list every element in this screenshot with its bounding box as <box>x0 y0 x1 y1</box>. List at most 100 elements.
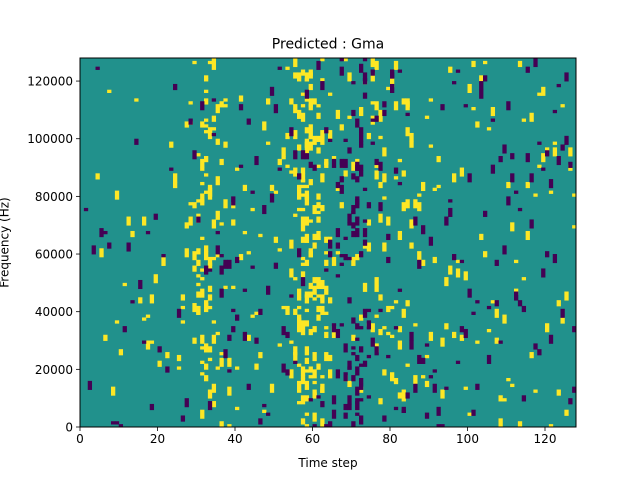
heatmap-cell-high <box>107 89 112 93</box>
heatmap-cell-high <box>297 78 302 82</box>
heatmap-cell-low <box>359 63 364 73</box>
heatmap-cell-low <box>351 222 356 229</box>
heatmap-cell-high <box>300 112 306 122</box>
heatmap-cell-low <box>452 81 457 85</box>
heatmap-cell-high <box>149 340 155 344</box>
heatmap-cell-high <box>215 210 220 220</box>
heatmap-cell-low <box>223 259 228 266</box>
heatmap-cell-high <box>300 216 306 226</box>
heatmap-cell-low <box>393 167 399 174</box>
heatmap-cell-high <box>405 199 410 209</box>
heatmap-cell-high <box>525 230 530 241</box>
heatmap-cell-low <box>548 334 554 344</box>
heatmap-cell-low <box>211 132 217 137</box>
x-tick-label: 0 <box>76 432 84 446</box>
heatmap-cell-high <box>455 268 461 278</box>
heatmap-cell-low <box>564 72 569 82</box>
heatmap-cell-high <box>293 130 298 140</box>
heatmap-cell-high <box>316 314 321 318</box>
heatmap-cell-low <box>277 66 282 70</box>
heatmap-cell-high <box>289 268 294 278</box>
heatmap-cell-high <box>514 259 519 264</box>
heatmap-cell-low <box>510 173 515 183</box>
heatmap-cell-high <box>498 418 503 427</box>
heatmap-cell-high <box>304 138 310 148</box>
heatmap-cell-high <box>293 346 298 356</box>
heatmap-cell-low <box>142 340 147 344</box>
heatmap-cell-low <box>545 150 550 157</box>
heatmap-cell-high <box>320 78 325 82</box>
heatmap-cell-high <box>207 60 213 65</box>
heatmap-cell-high <box>304 308 310 313</box>
heatmap-cell-high <box>300 326 306 336</box>
heatmap-cell-high <box>297 297 302 301</box>
heatmap-cell-low <box>533 58 538 68</box>
heatmap-cell-low <box>448 199 453 203</box>
heatmap-cell-low <box>242 331 248 341</box>
heatmap-cell-high <box>192 202 197 209</box>
heatmap-cell-low <box>235 256 240 264</box>
heatmap-cell-high <box>219 158 224 166</box>
heatmap-cell-low <box>196 216 201 223</box>
heatmap-cell-high <box>297 380 302 390</box>
heatmap-cell-low <box>455 360 461 364</box>
heatmap-cell-high <box>401 308 406 318</box>
heatmap-cell-high <box>529 352 534 359</box>
heatmap-cell-high <box>204 89 209 93</box>
heatmap-cell-low <box>281 363 286 373</box>
heatmap-cell-high <box>145 340 151 350</box>
heatmap-cell-high <box>401 202 406 212</box>
heatmap-cell-high <box>266 141 271 145</box>
heatmap-cell-low <box>227 369 232 373</box>
heatmap-cell-low <box>521 395 527 402</box>
heatmap-cell-low <box>114 421 120 425</box>
heatmap-cell-low <box>382 109 387 117</box>
heatmap-cell-high <box>200 236 205 241</box>
heatmap-cell-high <box>517 421 523 427</box>
heatmap-cell-high <box>219 421 224 427</box>
heatmap-cell-low <box>510 153 515 160</box>
heatmap-cell-low <box>405 392 410 399</box>
heatmap-cell-low <box>293 150 298 160</box>
heatmap-cell-low <box>386 256 391 264</box>
heatmap-cell-high <box>300 236 306 243</box>
heatmap-cell-high <box>475 121 480 128</box>
heatmap-cell-high <box>413 323 418 327</box>
heatmap-cell-high <box>223 285 228 290</box>
heatmap-cell-high <box>246 334 251 341</box>
heatmap-cell-high <box>200 181 205 186</box>
heatmap-cell-high <box>397 326 403 333</box>
heatmap-cell-high <box>188 101 193 105</box>
heatmap-cell-high <box>471 60 476 68</box>
heatmap-cell-low <box>130 300 135 304</box>
heatmap-cell-low <box>207 268 213 272</box>
heatmap-cell-low <box>413 383 418 393</box>
heatmap-cell-high <box>483 251 488 258</box>
heatmap-cell-low <box>521 305 527 313</box>
heatmap-cell-low <box>153 213 158 220</box>
heatmap-cell-low <box>564 135 569 145</box>
heatmap-cell-low <box>374 346 379 356</box>
heatmap-cell-high <box>285 66 290 70</box>
heatmap-cell-high <box>320 418 325 427</box>
heatmap-cell-high <box>204 156 209 163</box>
heatmap-cell-high <box>312 233 317 238</box>
heatmap-cell-high <box>250 207 255 212</box>
heatmap-cell-high <box>568 147 573 157</box>
heatmap-cell-high <box>382 326 387 330</box>
heatmap-cell-high <box>479 233 484 241</box>
heatmap-cell-high <box>134 98 139 102</box>
heatmap-cell-low <box>545 251 550 258</box>
heatmap-cell-high <box>312 285 317 295</box>
heatmap-cell-low <box>219 254 224 258</box>
heatmap-cell-high <box>184 248 189 258</box>
heatmap-cell-low <box>374 158 379 166</box>
heatmap-cell-high <box>289 98 294 105</box>
heatmap-cell-high <box>293 277 298 281</box>
heatmap-cell-low <box>556 156 561 166</box>
heatmap-cell-high <box>393 101 399 111</box>
heatmap-cell-high <box>432 187 437 192</box>
heatmap-cell-low <box>541 268 546 278</box>
heatmap-cell-high <box>300 375 306 379</box>
heatmap-cell-high <box>269 184 275 192</box>
